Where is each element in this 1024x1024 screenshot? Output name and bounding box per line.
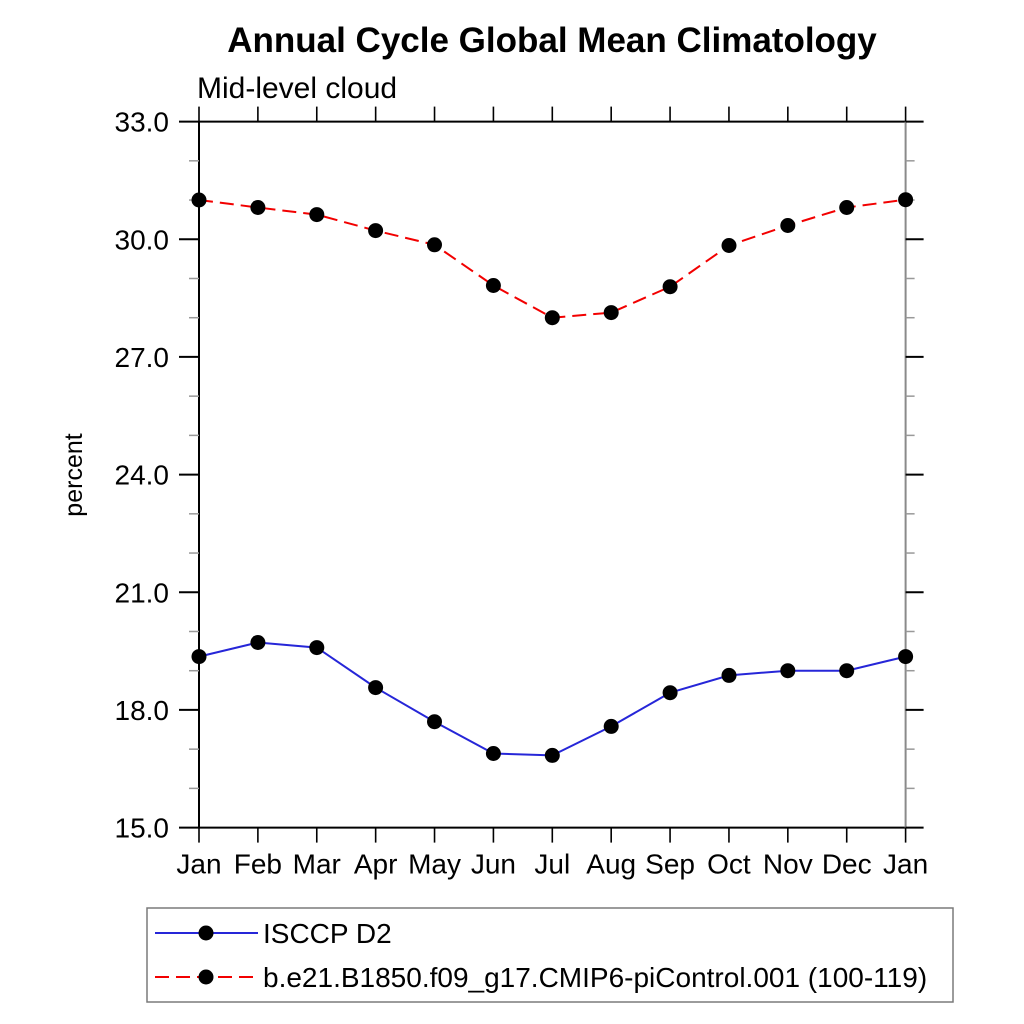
data-point [662,685,678,701]
x-tick-label: Jan [176,849,221,880]
chart-title: Annual Cycle Global Mean Climatology [227,21,877,60]
x-tick-label: Dec [822,849,872,880]
data-point [309,207,325,223]
data-point [898,649,914,665]
legend-marker [198,969,214,985]
data-point [485,278,501,293]
x-tick-label: Sep [645,849,695,880]
data-point [368,223,384,239]
data-point [721,238,737,253]
y-axis-label: percent [60,433,88,516]
y-tick-label: 18.0 [115,695,170,726]
data-point [780,663,796,679]
x-tick-label: Jul [534,849,570,880]
data-point [250,200,266,215]
data-point [427,714,442,730]
x-tick-label: Mar [293,849,341,880]
x-tick-label: Feb [234,849,282,880]
data-point [898,192,914,208]
legend-box [146,907,954,1003]
data-point [485,746,501,761]
y-tick-label: 21.0 [115,577,170,608]
data-point [191,649,207,665]
data-point [603,305,619,321]
data-point [250,635,266,650]
data-point [191,192,207,208]
series-line [198,198,906,319]
y-tick-label: 27.0 [115,342,170,373]
y-tick-label: 24.0 [115,460,170,491]
data-point [544,310,560,326]
y-tick-label: 30.0 [115,224,170,255]
x-tick-label: Apr [354,849,398,880]
plot-area: 15.0 18.0 21.0 24.0 27.0 30.0 33.0 Jan Feb Mar Apr… [115,106,928,880]
data-point [603,718,619,734]
data-point [544,747,560,763]
legend-marker [198,925,214,941]
series-line [198,641,906,757]
x-tick-label: Jun [471,849,516,880]
data-point [839,200,855,215]
data-point [309,640,325,656]
legend-entry-label: b.e21.B1850.f09_g17.CMIP6-piControl.001 … [263,962,927,993]
data-point [368,680,384,696]
data-point [427,237,442,253]
y-tick-label: 15.0 [115,813,170,844]
data-point [721,667,737,683]
data-point [662,279,678,295]
data-point [839,663,855,679]
x-tick-label: Oct [707,849,751,880]
legend-entry-label: ISCCP D2 [263,918,392,949]
data-point [780,218,796,233]
x-tick-label: May [408,849,461,880]
x-tick-label: Jan [883,849,928,880]
x-tick-label: Aug [586,849,636,880]
legend: ISCCP D2 b.e21.B1850.f09_g17.CMIP6-piCont… [146,907,954,1003]
chart-subtitle: Mid-level cloud [197,72,397,105]
x-tick-label: Nov [763,849,813,880]
y-tick-label: 33.0 [115,107,170,138]
